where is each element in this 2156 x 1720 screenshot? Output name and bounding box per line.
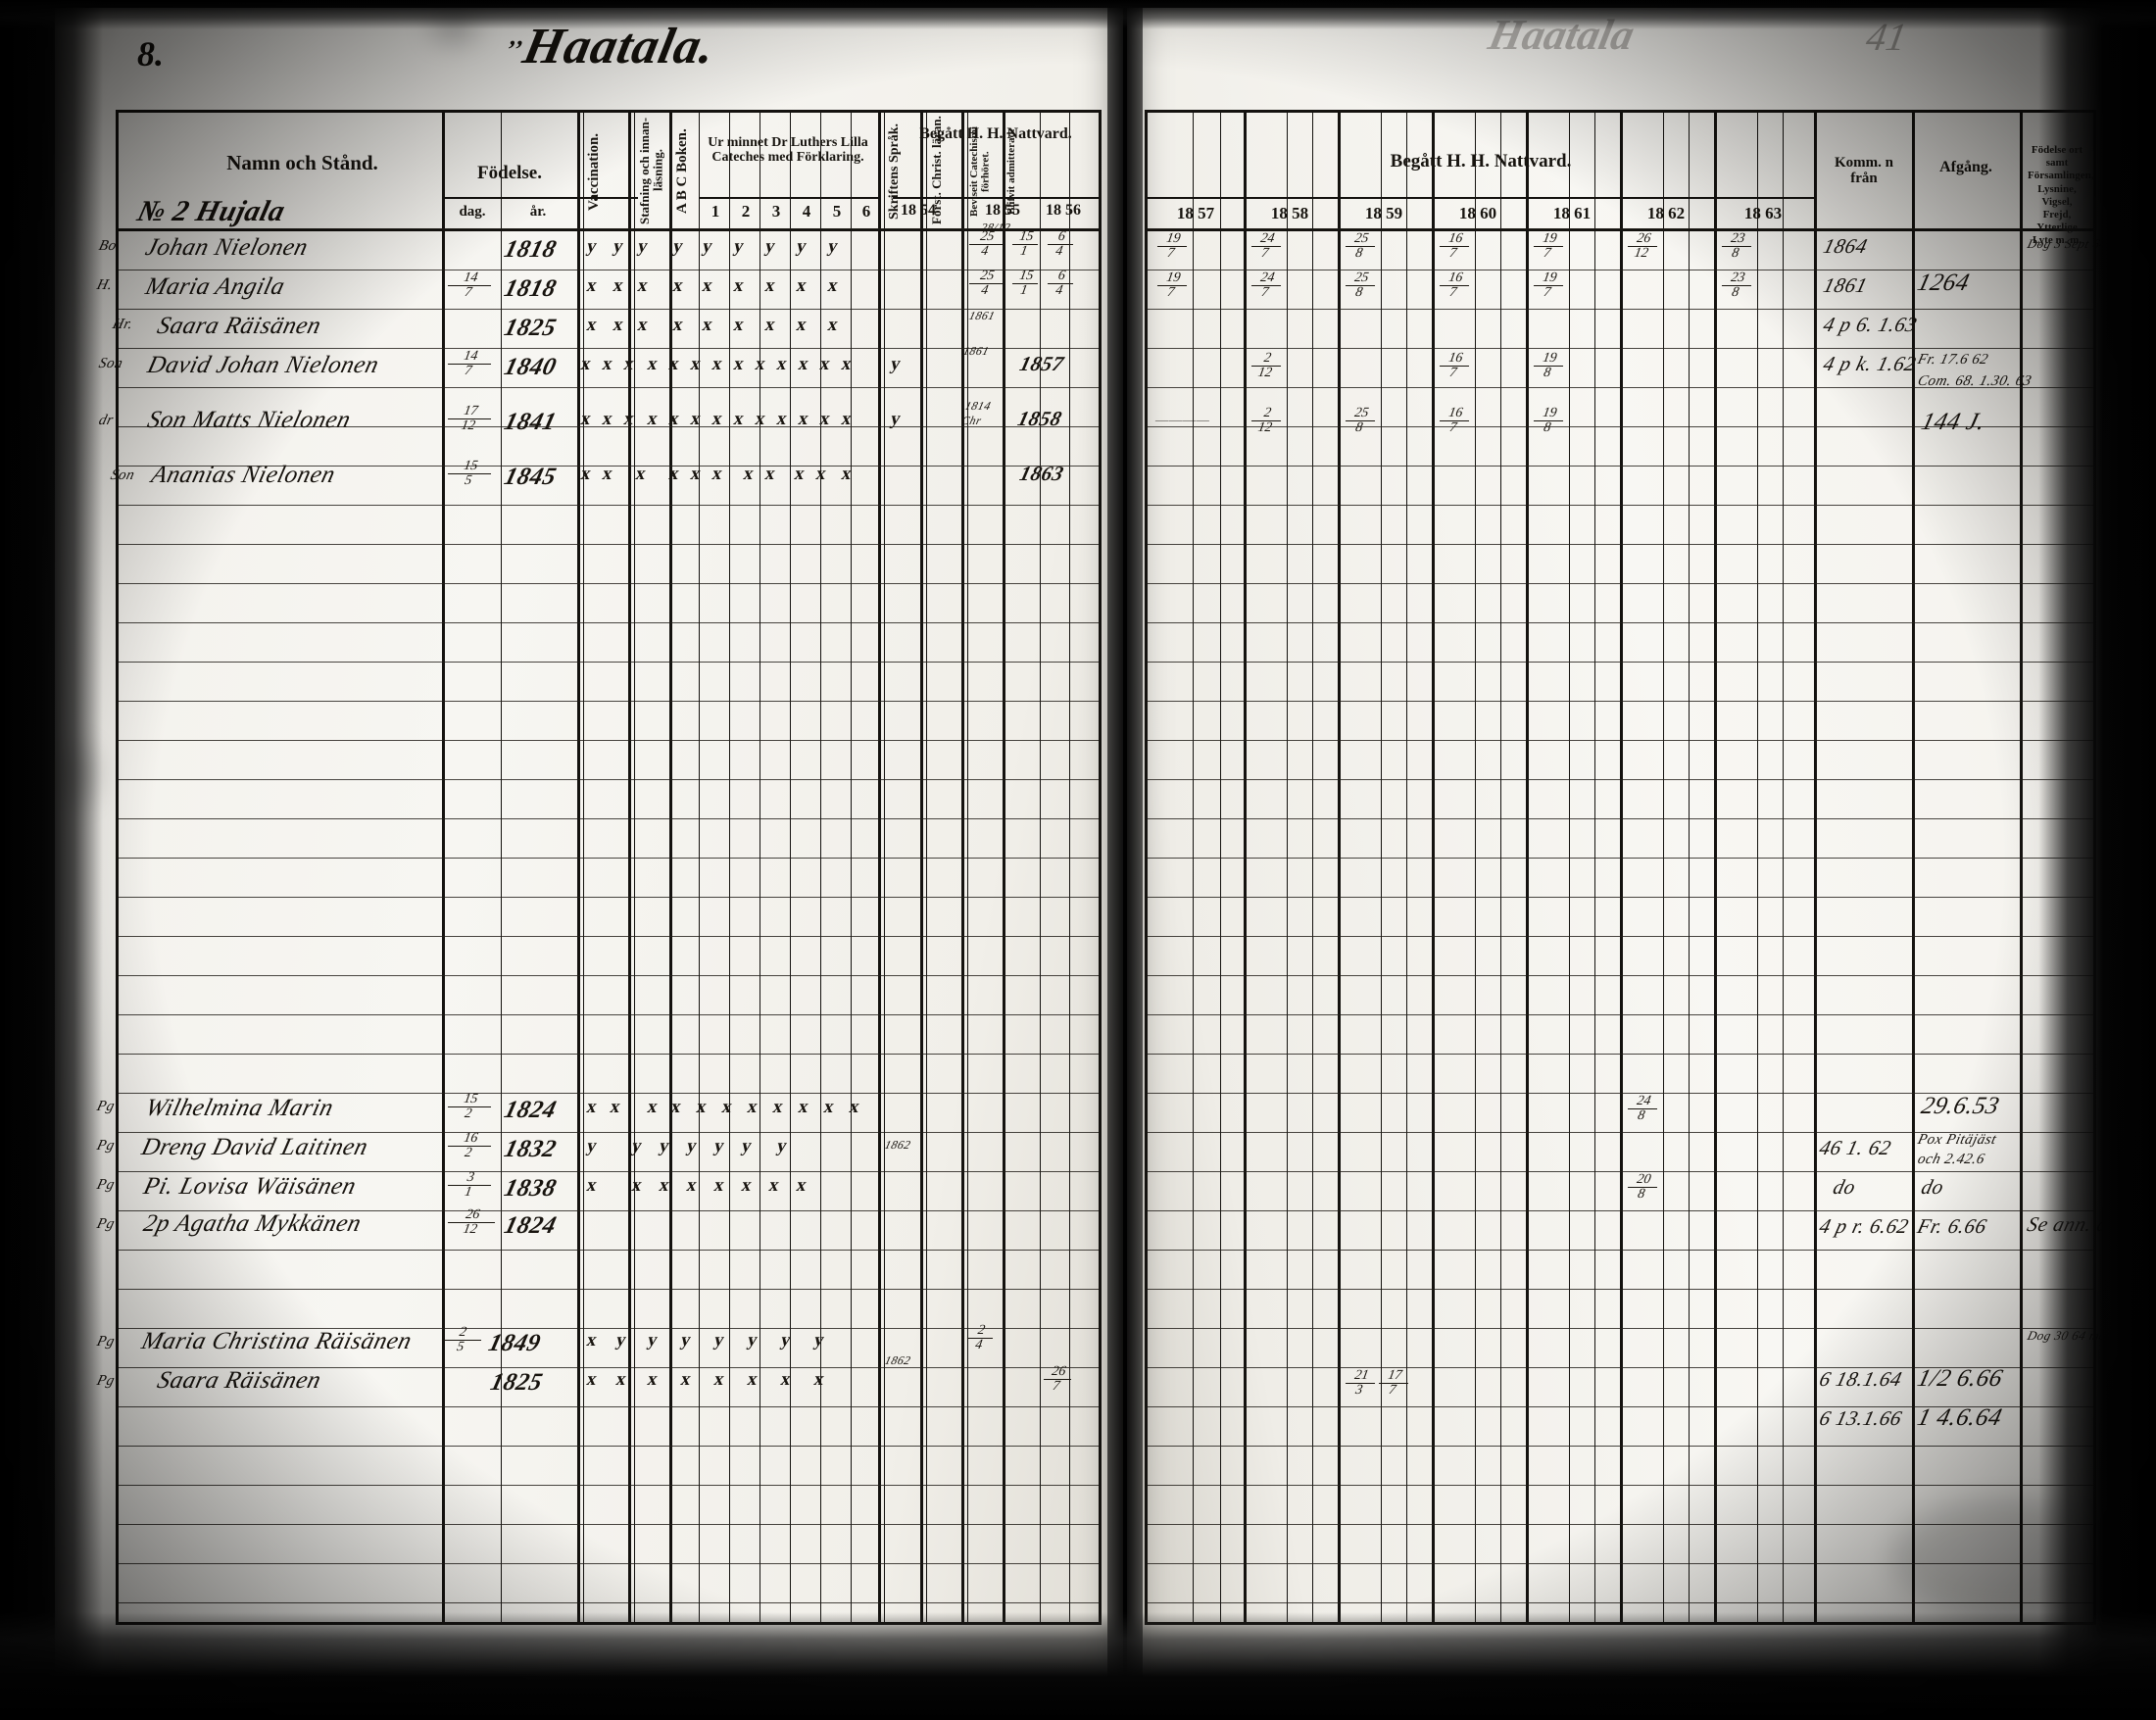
arrived-l1: 6 18.1.64	[1817, 1367, 1905, 1391]
row-birthyear-4: 1840	[501, 354, 560, 380]
header-year-1859: 18 59	[1364, 204, 1403, 222]
departed-5: 144 J.	[1918, 409, 1988, 435]
header-year-1863: 18 63	[1743, 204, 1783, 222]
header-catechism-6: 6	[861, 202, 871, 221]
header-year-1858: 18 58	[1270, 204, 1309, 222]
servant-birthyear-2: 1832	[501, 1136, 560, 1162]
folio-number: 8.	[137, 34, 164, 74]
arrived-s2: 46 1. 62	[1817, 1136, 1894, 1159]
header-vaccination: Vaccination.	[586, 132, 602, 211]
row-name-1: Johan Nielonen	[142, 234, 312, 261]
header-year-1856: 18 56	[1046, 202, 1081, 219]
servant-birthyear-4: 1824	[501, 1212, 560, 1239]
header-komm-fran: Komm. n från	[1835, 155, 1893, 186]
header-catechism-5: 5	[832, 202, 842, 221]
book-gutter	[1107, 8, 1143, 1684]
later-birthyear-1: 1849	[485, 1330, 544, 1356]
row-birthday-2: 14 7	[445, 270, 494, 300]
arrived-2: 1861	[1821, 273, 1871, 297]
header-stafning: Stafning och innan-läsning.	[637, 117, 665, 224]
left-register-table: Namn och Stånd. Födelse. dag. år. Vaccin…	[95, 110, 1102, 1625]
header-year-1857: 18 57	[1176, 204, 1215, 222]
servant-name-4: 2p Agatha Mykkänen	[140, 1210, 365, 1237]
header-catechism-4: 4	[802, 202, 811, 221]
header-fodelse: Födelse.	[477, 163, 542, 183]
row-name-5: Son Matts Nielonen	[144, 407, 354, 433]
row-name-3: Saara Räisänen	[154, 313, 324, 339]
later-name-1: Maria Christina Räisänen	[138, 1328, 416, 1354]
row-name-4: David Johan Nielonen	[144, 352, 382, 378]
servant-name-2: Dreng David Laitinen	[138, 1134, 371, 1160]
header-left-nattvard: Begått H. H. Nattvard.	[919, 125, 1072, 142]
row-birthyear-1: 1818	[501, 236, 560, 263]
row-admitted-4: 1857	[1017, 352, 1067, 375]
arrived-l2: 6 13.1.66	[1817, 1406, 1905, 1430]
header-afgang: Afgång.	[1939, 159, 1992, 175]
row-birthyear-5: 1841	[501, 409, 560, 435]
later-birthyear-2: 1825	[487, 1369, 546, 1396]
servant-birthyear-3: 1838	[501, 1175, 560, 1202]
row-birthyear-3: 1825	[501, 315, 560, 341]
arrived-s4: 4 p r. 6.62	[1817, 1214, 1912, 1238]
header-right-nattvard: Begått H. H. Nattvard.	[1390, 151, 1572, 172]
header-year-1854: 18 54	[901, 202, 936, 219]
header-year-1861: 18 61	[1552, 204, 1592, 222]
header-name-och-stand: Namn och Stånd.	[226, 151, 378, 174]
departed-l1: 1/2 6.66	[1914, 1365, 2006, 1392]
header-year-1855: 18 55	[985, 202, 1020, 219]
row-birthday-4: 14 7	[445, 349, 494, 378]
servant-birthyear-1: 1824	[501, 1097, 560, 1123]
row-birthday-5: 17 12	[445, 404, 494, 433]
row-birthday-6: 15 5	[445, 459, 494, 488]
departed-2: 1264	[1914, 270, 1973, 296]
row-birthyear-6: 1845	[501, 464, 560, 490]
header-catechism-3: 3	[771, 202, 781, 221]
header-year-1860: 18 60	[1458, 204, 1497, 222]
departed-l2: 1 4.6.64	[1914, 1404, 2005, 1431]
row-name-6: Ananias Nielonen	[148, 462, 338, 488]
row-admitted-6: 1863	[1017, 462, 1067, 485]
arrived-4: 4 p k. 1.62	[1821, 352, 1919, 375]
row-prefix-3: Hr.	[111, 317, 135, 332]
header-catechism: Ur minnet Dr Luthers Lilla Cateches med …	[708, 135, 868, 165]
header-birth-day: dag.	[459, 204, 486, 220]
servant-name-1: Wilhelmina Marin	[142, 1095, 337, 1121]
header-catechism-2: 2	[741, 202, 751, 221]
row-prefix-6: Son	[109, 467, 137, 483]
right-register-table: Begått H. H. Nattvard. 18 57 18 58 18 59…	[1145, 110, 2156, 1625]
row-admitted-5: 1858	[1015, 407, 1065, 430]
header-year-1862: 18 62	[1646, 204, 1686, 222]
departed-s1: 29.6.53	[1918, 1093, 2002, 1119]
row-birthyear-2: 1818	[501, 275, 560, 302]
header-catechism-1: 1	[710, 202, 720, 221]
arrived-3: 4 p 6. 1.63	[1821, 313, 1920, 336]
header-birth-year: år.	[529, 204, 547, 220]
header-abc-boken: A B C Boken.	[674, 128, 690, 215]
row-name-2: Maria Angila	[142, 273, 288, 300]
later-name-2: Saara Räisänen	[154, 1367, 324, 1394]
arrived-1: 1864	[1821, 234, 1871, 258]
household-header: № 2 Hujala	[134, 195, 289, 227]
servant-name-3: Pi. Lovisa Wäisänen	[140, 1173, 360, 1200]
